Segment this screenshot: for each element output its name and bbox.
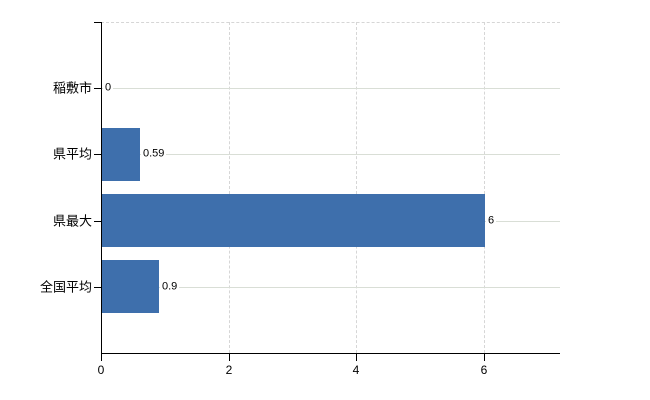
vertical-gridline xyxy=(356,22,357,353)
vertical-gridline xyxy=(483,22,485,353)
y-axis-end-tick xyxy=(94,22,101,23)
y-axis-tick xyxy=(94,154,101,155)
y-axis-tick xyxy=(94,88,101,89)
y-axis-tick xyxy=(94,287,101,288)
category-label: 県最大 xyxy=(52,213,92,229)
value-label: 6 xyxy=(486,214,497,228)
x-tick-label: 2 xyxy=(225,363,233,377)
bar xyxy=(102,194,485,247)
y-axis-line xyxy=(101,22,102,354)
category-label: 稲敷市 xyxy=(52,80,92,96)
x-axis-tick xyxy=(356,354,357,361)
x-tick-label: 0 xyxy=(97,363,105,377)
x-axis-tick xyxy=(484,354,485,361)
vertical-gridline xyxy=(228,22,230,353)
bar xyxy=(102,128,140,181)
plot-top-border xyxy=(101,22,560,23)
horizontal-gridline xyxy=(101,88,560,89)
value-label: 0 xyxy=(103,81,114,95)
x-axis-line xyxy=(101,353,560,354)
x-tick-label: 4 xyxy=(352,363,360,377)
x-axis-tick xyxy=(101,354,102,361)
bar xyxy=(102,260,159,313)
y-axis-tick xyxy=(94,221,101,222)
category-label: 県平均 xyxy=(52,146,92,162)
horizontal-gridline xyxy=(101,154,560,155)
category-label: 全国平均 xyxy=(39,279,92,295)
value-label: 0.9 xyxy=(160,280,180,294)
x-tick-label: 6 xyxy=(480,363,488,377)
horizontal-gridline xyxy=(101,287,560,288)
value-label: 0.59 xyxy=(141,147,167,161)
x-axis-tick xyxy=(229,354,230,361)
